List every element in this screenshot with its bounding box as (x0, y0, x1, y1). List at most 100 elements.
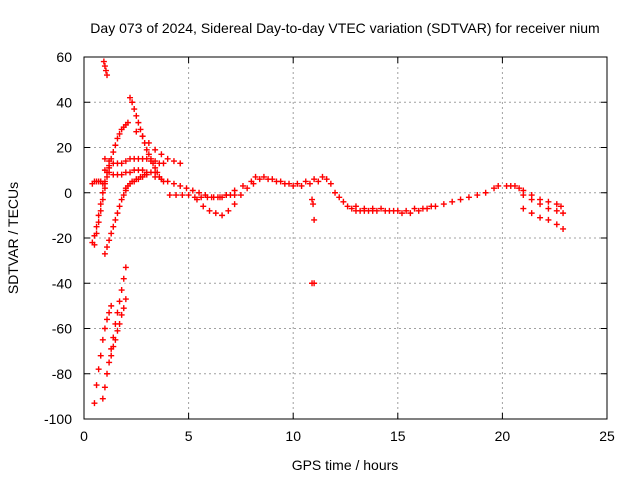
data-point (110, 343, 117, 350)
data-point (528, 210, 535, 217)
data-point (95, 212, 102, 219)
grid-layer (84, 57, 607, 419)
data-point (256, 176, 263, 183)
data-point (495, 182, 502, 189)
data-point (143, 155, 150, 162)
data-point (465, 194, 472, 201)
data-point (99, 189, 106, 196)
data-point (101, 325, 108, 332)
data-point (294, 180, 301, 187)
series-arc-03 (91, 119, 131, 248)
x-axis-label: GPS time / hours (292, 457, 399, 473)
series-arc-12 (101, 167, 159, 178)
data-point (104, 173, 111, 180)
data-point (248, 178, 255, 185)
data-point (131, 106, 138, 113)
plot-frame (83, 56, 608, 420)
data-point (106, 237, 113, 244)
x-tick-label: 0 (80, 428, 88, 444)
tick-layer: 0 5 10 15 20 25 -100 -80 -60 -40 -20 0 20 40 60 (44, 49, 615, 444)
data-point (120, 192, 127, 199)
data-point (114, 135, 121, 142)
data-point (252, 173, 259, 180)
data-point (482, 189, 489, 196)
data-point (122, 264, 129, 271)
data-point (545, 216, 552, 223)
data-point (394, 207, 401, 214)
data-point (116, 130, 123, 137)
data-point (160, 160, 167, 167)
data-point (173, 192, 180, 199)
x-tick-label: 15 (390, 428, 406, 444)
data-point (537, 214, 544, 221)
data-point (407, 210, 414, 217)
y-tick-label: -60 (52, 321, 72, 337)
series-arc-13 (133, 128, 184, 167)
data-point (143, 146, 150, 153)
data-point (185, 192, 192, 199)
data-point (108, 230, 115, 237)
data-point (560, 225, 567, 232)
data-point (127, 169, 134, 176)
series-arc-20 (309, 280, 318, 287)
data-point (104, 316, 111, 323)
data-point (95, 366, 102, 373)
data-point (553, 201, 560, 208)
data-point (158, 176, 165, 183)
data-point (237, 192, 244, 199)
x-tick-label: 5 (185, 428, 193, 444)
data-point (152, 146, 159, 153)
data-point (91, 400, 98, 407)
data-point (118, 311, 125, 318)
data-point (166, 192, 173, 199)
data-point (361, 205, 368, 212)
data-point (545, 205, 552, 212)
data-point (91, 241, 98, 248)
data-point (93, 382, 100, 389)
data-point (145, 139, 152, 146)
data-point (97, 207, 104, 214)
data-point (118, 160, 125, 167)
data-point (127, 94, 134, 101)
data-point (511, 182, 518, 189)
data-point (106, 158, 113, 165)
data-point (415, 207, 422, 214)
data-point (183, 185, 190, 192)
series-arc-23 (352, 203, 435, 214)
data-point (369, 205, 376, 212)
data-point (210, 194, 217, 201)
data-point (100, 58, 107, 65)
data-point (101, 384, 108, 391)
series-arc-22 (332, 182, 502, 217)
data-point (553, 207, 560, 214)
data-point (332, 189, 339, 196)
data-point (110, 223, 117, 230)
data-layer (89, 58, 567, 407)
data-point (93, 223, 100, 230)
series-arc-04 (100, 58, 111, 79)
series-arc-24 (503, 182, 564, 210)
data-point (110, 149, 117, 156)
data-point (93, 230, 100, 237)
series-arc-08 (99, 264, 129, 402)
data-point (223, 192, 230, 199)
data-point (216, 194, 223, 201)
data-point (260, 173, 267, 180)
data-point (101, 250, 108, 257)
data-point (557, 203, 564, 210)
data-point (112, 216, 119, 223)
data-point (352, 203, 359, 210)
data-point (135, 119, 142, 126)
data-point (206, 207, 213, 214)
data-point (239, 182, 246, 189)
data-point (310, 201, 317, 208)
data-point (104, 370, 111, 377)
series-arc-18 (252, 173, 318, 187)
data-point (106, 169, 113, 176)
data-point (398, 210, 405, 217)
data-point (198, 194, 205, 201)
data-point (120, 305, 127, 312)
data-point (101, 185, 108, 192)
data-point (99, 196, 106, 203)
